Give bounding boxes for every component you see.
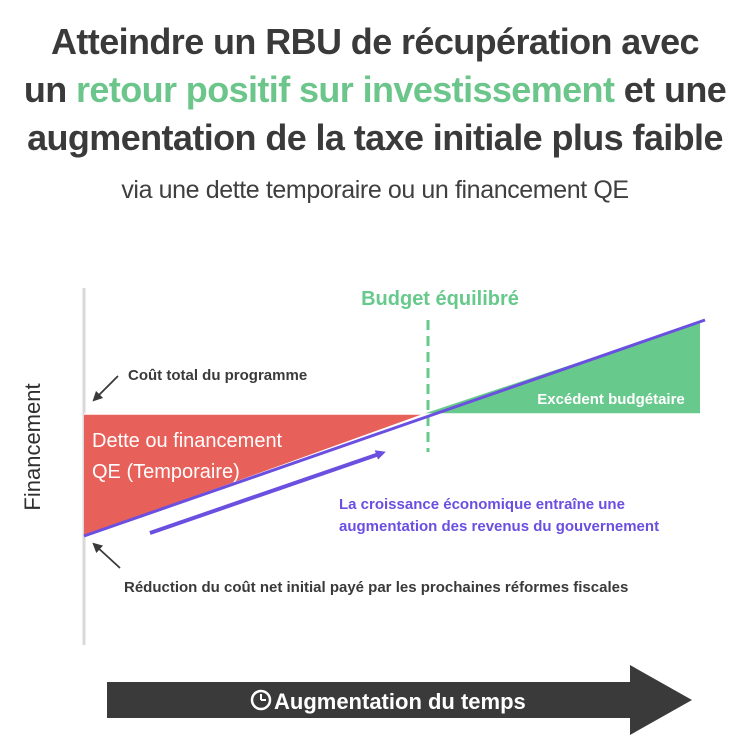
revenue-line	[83, 318, 706, 538]
time-arrow-label: Augmentation du temps	[274, 689, 526, 714]
reduction-label: Réduction du coût net initial payé par l…	[124, 579, 628, 596]
y-axis-label: Financement	[20, 383, 45, 510]
clock-icon	[250, 689, 272, 711]
subtitle: via une dette temporaire ou un financeme…	[121, 176, 629, 204]
title-line-2-prefix: un	[23, 69, 76, 110]
surplus-label: Excédent budgétaire	[537, 391, 685, 408]
title-line-2-highlight: retour positif sur investissement	[76, 69, 615, 110]
total-cost-pointer-arrow	[92, 375, 119, 402]
title-line-3: augmentation de la taxe initiale plus fa…	[27, 117, 723, 158]
reduction-pointer-arrow	[92, 542, 121, 569]
growth-label-line-1: La croissance économique entraîne une	[339, 496, 625, 513]
growth-label-line-2: augmentation des revenus du gouvernement	[339, 518, 659, 535]
debt-label-line-1: Dette ou financement	[92, 430, 283, 452]
title-line-1: Atteindre un RBU de récupération avec	[51, 21, 700, 62]
growth-arrow	[149, 450, 386, 535]
total-cost-label: Coût total du programme	[128, 367, 307, 384]
balanced-budget-label: Budget équilibré	[361, 288, 519, 310]
page-title: Atteindre un RBU de récupération avec un…	[0, 18, 750, 162]
time-arrow	[107, 665, 692, 735]
title-line-2-suffix: et une	[614, 69, 727, 110]
debt-label-line-2: QE (Temporaire)	[92, 461, 240, 483]
